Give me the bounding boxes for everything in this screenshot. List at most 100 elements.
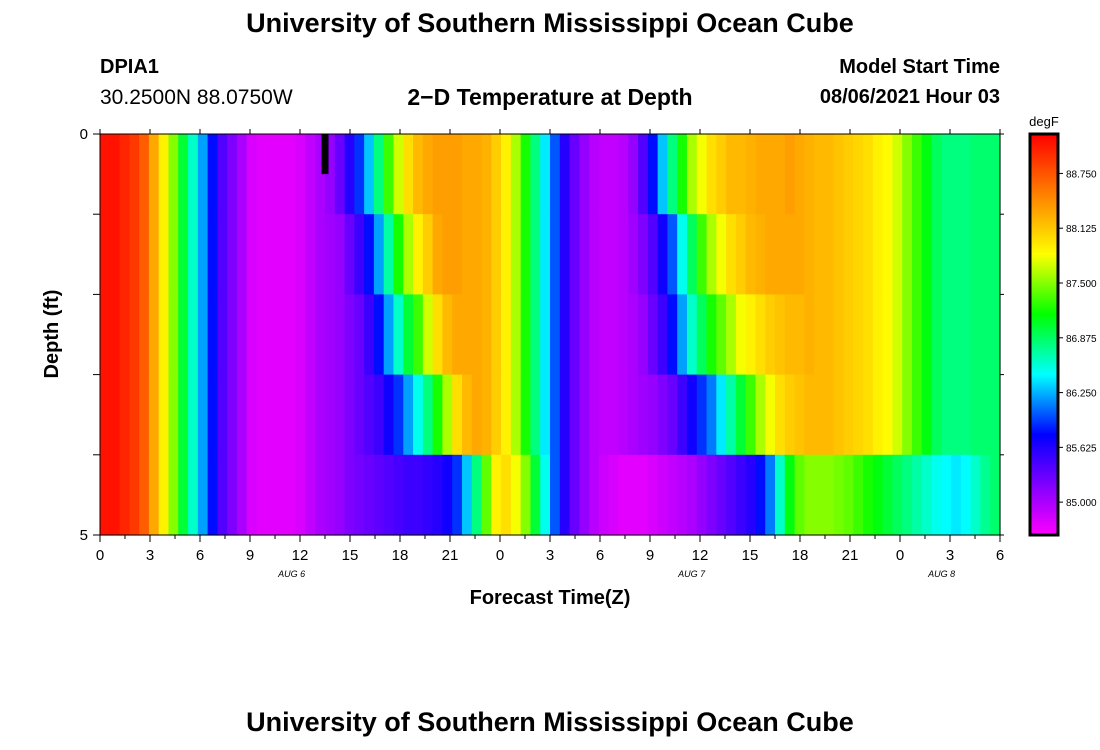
heatmap-cell bbox=[256, 134, 267, 215]
heatmap-cell bbox=[853, 214, 864, 295]
heatmap-cell bbox=[931, 454, 942, 536]
heatmap-cell bbox=[422, 214, 434, 295]
heatmap-cell bbox=[393, 134, 404, 215]
heatmap-cell bbox=[657, 214, 668, 295]
heatmap-cell bbox=[921, 294, 933, 376]
heatmap-cell bbox=[892, 294, 903, 376]
heatmap-cell bbox=[628, 134, 639, 215]
heatmap-cell bbox=[706, 374, 717, 456]
heatmap-cell bbox=[569, 214, 580, 295]
heatmap-cell bbox=[550, 294, 561, 376]
heatmap-cell bbox=[990, 214, 1001, 295]
heatmap-cell bbox=[814, 294, 825, 376]
heatmap-cell bbox=[638, 454, 649, 536]
x-tick-label: 3 bbox=[546, 547, 554, 564]
heatmap-cell bbox=[501, 374, 512, 456]
colorbar-tick-label: 86.875 bbox=[1066, 334, 1097, 345]
heatmap-cell bbox=[452, 454, 463, 536]
heatmap-cell bbox=[696, 374, 708, 456]
heatmap-cell bbox=[364, 214, 375, 295]
heatmap-cell bbox=[266, 134, 277, 215]
heatmap-cell bbox=[383, 454, 395, 536]
y-tick-label: 5 bbox=[80, 527, 88, 544]
heatmap-cell bbox=[168, 454, 179, 536]
heatmap-cell bbox=[276, 214, 287, 295]
heatmap-cell bbox=[872, 294, 884, 376]
heatmap-cell bbox=[295, 214, 307, 295]
heatmap-cell bbox=[315, 214, 326, 295]
heatmap-cell bbox=[686, 454, 698, 536]
heatmap-cell bbox=[461, 454, 473, 536]
heatmap-cell bbox=[119, 134, 130, 215]
heatmap-cell bbox=[158, 134, 170, 215]
station-location: 30.2500N 88.0750W bbox=[100, 86, 293, 109]
heatmap-cell bbox=[139, 294, 150, 376]
heatmap-cell bbox=[794, 294, 805, 376]
heatmap-cell bbox=[188, 294, 199, 376]
heatmap-cell bbox=[716, 134, 727, 215]
colorbar-ticks: 85.000 85.625 86.250 86.875 87.500 88.125 88.7… bbox=[1058, 169, 1097, 509]
x-axis-label: Forecast Time(Z) bbox=[470, 587, 631, 609]
heatmap-cell bbox=[148, 294, 160, 376]
heatmap-cell bbox=[559, 294, 571, 376]
heatmap-cell bbox=[422, 134, 434, 215]
heatmap-cell bbox=[589, 454, 600, 536]
heatmap-cell bbox=[589, 294, 600, 376]
heatmap-cell bbox=[804, 214, 815, 295]
heatmap-cell bbox=[794, 214, 805, 295]
heatmap-cell bbox=[501, 454, 512, 536]
heatmap-cell bbox=[413, 454, 424, 536]
heatmap-cell bbox=[931, 134, 942, 215]
heatmap-cell bbox=[246, 214, 258, 295]
heatmap-cell bbox=[452, 134, 463, 215]
heatmap-cell bbox=[197, 214, 209, 295]
heatmap-cell bbox=[520, 294, 532, 376]
heatmap-cell bbox=[843, 374, 854, 456]
heatmap-cell bbox=[804, 294, 815, 376]
heatmap-cell bbox=[882, 134, 893, 215]
heatmap-cell bbox=[823, 134, 835, 215]
heatmap-cell bbox=[794, 454, 805, 536]
heatmap-cell bbox=[285, 134, 297, 215]
heatmap-cell bbox=[207, 454, 218, 536]
heatmap-cell bbox=[980, 214, 991, 295]
heatmap-cell bbox=[285, 374, 297, 456]
heatmap-cell bbox=[285, 294, 297, 376]
heatmap-cell bbox=[823, 214, 835, 295]
temperature-depth-chart: 0 3 6 9 12 15 18 21 0 3 6 9 12 15 18 21 0 3 6 AUG 6 AUG 7 AUG… bbox=[41, 114, 1097, 609]
heatmap-cell bbox=[373, 454, 385, 536]
heatmap-cell bbox=[305, 454, 316, 536]
heatmap-cell bbox=[921, 454, 933, 536]
heatmap-cell bbox=[471, 294, 483, 376]
heatmap-cell bbox=[334, 134, 346, 215]
x-tick-label: 21 bbox=[442, 547, 459, 564]
heatmap-cell bbox=[843, 454, 854, 536]
heatmap-cell bbox=[325, 294, 336, 376]
colorbar-tick-label: 88.750 bbox=[1066, 169, 1097, 180]
heatmap-cell bbox=[334, 294, 346, 376]
heatmap-cell bbox=[119, 294, 130, 376]
chart-title: 2−D Temperature at Depth bbox=[407, 84, 693, 110]
heatmap-cell bbox=[227, 134, 238, 215]
colorbar-tick-label: 85.625 bbox=[1066, 443, 1097, 454]
heatmap-cell bbox=[315, 134, 326, 215]
heatmap-cell bbox=[726, 214, 737, 295]
heatmap-cell bbox=[931, 294, 942, 376]
heatmap-cell bbox=[276, 294, 287, 376]
heatmap-cell bbox=[540, 134, 551, 215]
heatmap-cell bbox=[471, 214, 483, 295]
heatmap-cell bbox=[510, 294, 522, 376]
heatmap-cell bbox=[540, 214, 551, 295]
heatmap-cell bbox=[726, 294, 737, 376]
x-tick-label: 3 bbox=[946, 547, 954, 564]
heatmap-cell bbox=[921, 134, 933, 215]
black-bar-mark bbox=[321, 134, 329, 175]
heatmap-cell bbox=[354, 454, 365, 536]
heatmap-cell bbox=[520, 374, 532, 456]
heatmap-cell bbox=[403, 294, 414, 376]
heatmap-cell bbox=[863, 294, 874, 376]
heatmap-cell bbox=[775, 374, 786, 456]
heatmap-cell bbox=[217, 134, 228, 215]
heatmap-cell bbox=[413, 374, 424, 456]
heatmap-cell bbox=[383, 374, 395, 456]
